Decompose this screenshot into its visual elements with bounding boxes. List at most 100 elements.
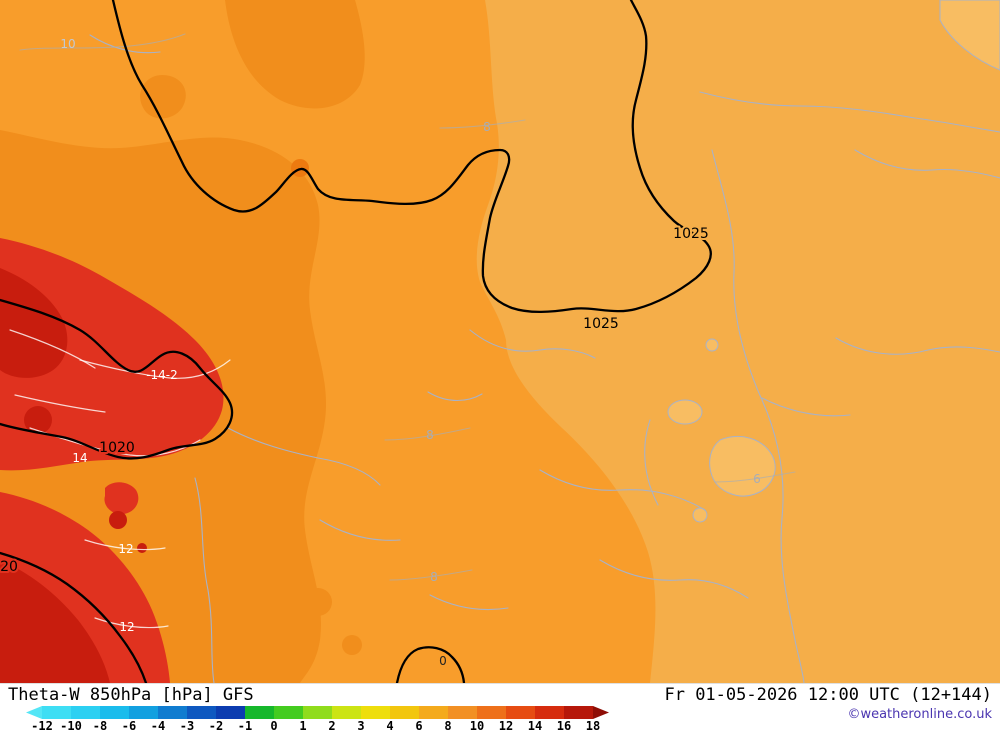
legend-cell <box>361 706 390 719</box>
geo-border <box>89 34 161 54</box>
map-label: 1025 <box>583 316 619 332</box>
scale-tick-label: 0 <box>270 719 278 733</box>
scale-tick-label: 16 <box>556 719 572 733</box>
legend-cell <box>419 706 448 719</box>
scale-tick-label: 8 <box>444 719 452 733</box>
map-datetime: Fr 01-05-2026 12:00 UTC (12+144) <box>664 685 992 705</box>
legend-cell <box>42 706 71 719</box>
legend-cell <box>274 706 303 719</box>
scale-tick-label: 14 <box>527 719 543 733</box>
scale-tick-label: -1 <box>237 719 253 733</box>
legend-cell <box>477 706 506 719</box>
map-label: 8 <box>430 570 438 584</box>
geo-border <box>854 149 1000 179</box>
geo-border <box>539 469 706 511</box>
scale-tick-label: -4 <box>150 719 166 733</box>
map-label: 8 <box>426 428 434 442</box>
isoline <box>389 569 473 581</box>
map-label: 12 <box>118 542 133 556</box>
contour-1020-south <box>0 551 148 683</box>
footer-bar: Theta-W 850hPa [hPa] GFS Fr 01-05-2026 1… <box>0 683 1000 733</box>
legend-cell <box>216 706 245 719</box>
map-label: 0 <box>439 654 447 668</box>
legend-cell <box>100 706 129 719</box>
legend-cell <box>448 706 477 719</box>
contour-south-center <box>395 646 466 683</box>
contour-1025 <box>111 0 712 314</box>
scale-tick-label: 18 <box>585 719 601 733</box>
map-region-deepred <box>0 560 110 683</box>
geo-border-lines <box>89 34 1000 683</box>
legend-cell <box>158 706 187 719</box>
map-label: 6 <box>753 472 761 486</box>
legend-cell <box>564 706 593 719</box>
geo-border <box>429 594 509 610</box>
color-scale: -12 -10 -8 -6 -4 -3 -2 -1 0 1 2 3 4 6 8 10 12 14 16 18 <box>26 706 626 733</box>
legend-cell <box>303 706 332 719</box>
legend-cell <box>506 706 535 719</box>
isoline <box>384 427 471 441</box>
isoline <box>84 539 166 551</box>
map-region-deepred <box>137 543 147 553</box>
geo-border <box>835 337 1000 355</box>
scale-tick-label: 2 <box>328 719 336 733</box>
isoline <box>439 119 526 129</box>
map-label: 20 <box>0 559 18 575</box>
map-canvas: 10 8 1025 1025 -14-2 1020 14 8 6 12 20 8 12 0 <box>0 0 1000 683</box>
map-patch-red-small <box>104 482 139 515</box>
contour-1020 <box>0 298 234 460</box>
legend-cell <box>535 706 564 719</box>
map-title: Theta-W 850hPa [hPa] GFS <box>8 685 254 705</box>
scale-tick-label: 6 <box>415 719 423 733</box>
map-label: 8 <box>483 120 491 134</box>
geo-border <box>711 149 805 683</box>
legend-cell <box>332 706 361 719</box>
map-label: 1025 <box>673 226 709 242</box>
light-patch <box>705 338 719 352</box>
map-patch-dark-small <box>140 74 186 119</box>
geo-border <box>427 391 483 402</box>
map-label: 12 <box>119 620 134 634</box>
map-region-amber-east <box>476 0 1000 683</box>
legend-cell <box>245 706 274 719</box>
map-label: 1020 <box>99 440 135 456</box>
scale-tick-label: 1 <box>299 719 307 733</box>
map-patch-dark-top <box>225 0 365 109</box>
pressure-contours <box>0 0 712 683</box>
geo-border <box>761 397 851 417</box>
legend-cell <box>390 706 419 719</box>
map-patch-dark-bottom <box>304 588 332 616</box>
map-label: -14-2 <box>146 368 178 382</box>
scale-tick-label: -6 <box>121 719 137 733</box>
copyright: ©weatheronline.co.uk <box>847 707 992 722</box>
geo-border <box>699 91 1000 133</box>
geo-border <box>319 519 401 541</box>
geo-border <box>644 419 659 506</box>
scale-tick-label: -8 <box>92 719 108 733</box>
scale-tick-label: -3 <box>179 719 195 733</box>
isoline <box>714 471 796 483</box>
geo-border <box>599 559 749 599</box>
map-label: 14 <box>72 451 87 465</box>
scale-tick-label: 4 <box>386 719 394 733</box>
map-labels: 10 8 1025 1025 -14-2 1020 14 8 6 12 20 8 12 0 <box>0 37 761 670</box>
isoline <box>14 394 106 413</box>
map-label: 10 <box>60 37 75 51</box>
isoline <box>94 617 169 629</box>
light-patch <box>667 399 703 425</box>
scale-tick-label: -12 <box>31 719 53 733</box>
map-region-deepred <box>109 511 127 529</box>
legend-cell <box>187 706 216 719</box>
scale-tick-label: 12 <box>498 719 514 733</box>
scale-arrow-left <box>26 706 42 719</box>
geo-border <box>469 329 596 359</box>
scale-tick-label: 3 <box>357 719 365 733</box>
legend-cell <box>71 706 100 719</box>
scale-tick-label: 10 <box>469 719 485 733</box>
color-scale-ticks: -12 -10 -8 -6 -4 -3 -2 -1 0 1 2 3 4 6 8 10 12 14 16 18 <box>26 719 626 733</box>
isoline <box>79 359 231 379</box>
color-scale-bar <box>26 706 626 719</box>
geo-border <box>227 427 381 486</box>
isoline <box>9 329 96 369</box>
